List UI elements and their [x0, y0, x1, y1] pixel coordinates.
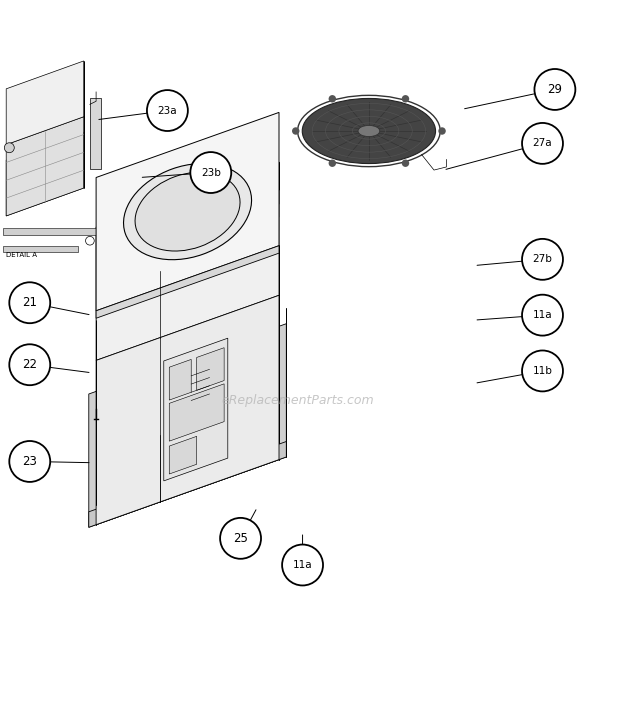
Circle shape — [86, 236, 94, 245]
Circle shape — [282, 545, 323, 585]
Ellipse shape — [358, 126, 379, 137]
Circle shape — [522, 239, 563, 280]
Text: 11a: 11a — [293, 560, 312, 570]
Text: 11a: 11a — [533, 310, 552, 320]
Circle shape — [402, 95, 409, 103]
Circle shape — [220, 518, 261, 559]
Circle shape — [329, 159, 336, 167]
Polygon shape — [96, 162, 279, 361]
Text: eReplacementParts.com: eReplacementParts.com — [221, 394, 374, 407]
Polygon shape — [3, 246, 77, 252]
Circle shape — [522, 294, 563, 336]
Polygon shape — [3, 228, 102, 235]
Circle shape — [329, 95, 336, 103]
Polygon shape — [169, 384, 224, 441]
Circle shape — [9, 282, 50, 324]
Circle shape — [438, 127, 446, 134]
Text: 29: 29 — [547, 83, 562, 96]
Text: 22: 22 — [22, 358, 37, 371]
Circle shape — [147, 90, 188, 131]
Polygon shape — [90, 98, 101, 169]
Circle shape — [4, 142, 14, 153]
Text: 23: 23 — [22, 455, 37, 468]
Polygon shape — [6, 61, 84, 145]
Text: DETAIL A: DETAIL A — [6, 252, 37, 258]
Text: 25: 25 — [233, 532, 248, 545]
Circle shape — [534, 69, 575, 110]
Polygon shape — [89, 441, 286, 527]
Polygon shape — [96, 113, 279, 311]
Polygon shape — [96, 295, 279, 525]
Polygon shape — [6, 117, 84, 216]
Text: 23b: 23b — [201, 167, 221, 177]
Text: 27a: 27a — [533, 138, 552, 148]
Polygon shape — [96, 326, 279, 525]
Polygon shape — [169, 359, 191, 400]
Circle shape — [522, 123, 563, 164]
Circle shape — [9, 345, 50, 385]
Circle shape — [292, 127, 299, 134]
Polygon shape — [96, 246, 279, 318]
Polygon shape — [89, 324, 286, 527]
Text: 27b: 27b — [533, 254, 552, 265]
Text: 21: 21 — [22, 296, 37, 309]
Ellipse shape — [135, 172, 240, 251]
Polygon shape — [6, 132, 84, 216]
Circle shape — [522, 350, 563, 391]
Ellipse shape — [303, 98, 435, 164]
Polygon shape — [169, 436, 197, 474]
Circle shape — [402, 159, 409, 167]
Polygon shape — [164, 338, 228, 481]
Text: 11b: 11b — [533, 366, 552, 376]
Circle shape — [190, 152, 231, 193]
Circle shape — [9, 441, 50, 482]
Text: 23a: 23a — [157, 105, 177, 116]
Ellipse shape — [123, 164, 252, 260]
Polygon shape — [197, 348, 224, 390]
